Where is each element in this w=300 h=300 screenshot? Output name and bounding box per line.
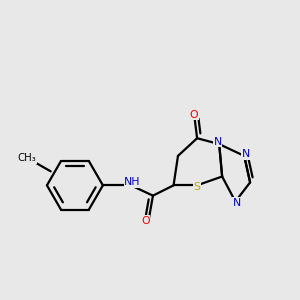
Text: N: N xyxy=(242,149,250,159)
Text: CH₃: CH₃ xyxy=(18,153,37,163)
Text: O: O xyxy=(141,216,150,226)
Text: O: O xyxy=(190,110,199,120)
Text: N: N xyxy=(214,137,222,147)
Text: S: S xyxy=(194,182,201,192)
Text: NH: NH xyxy=(124,177,141,188)
Text: N: N xyxy=(233,198,241,208)
